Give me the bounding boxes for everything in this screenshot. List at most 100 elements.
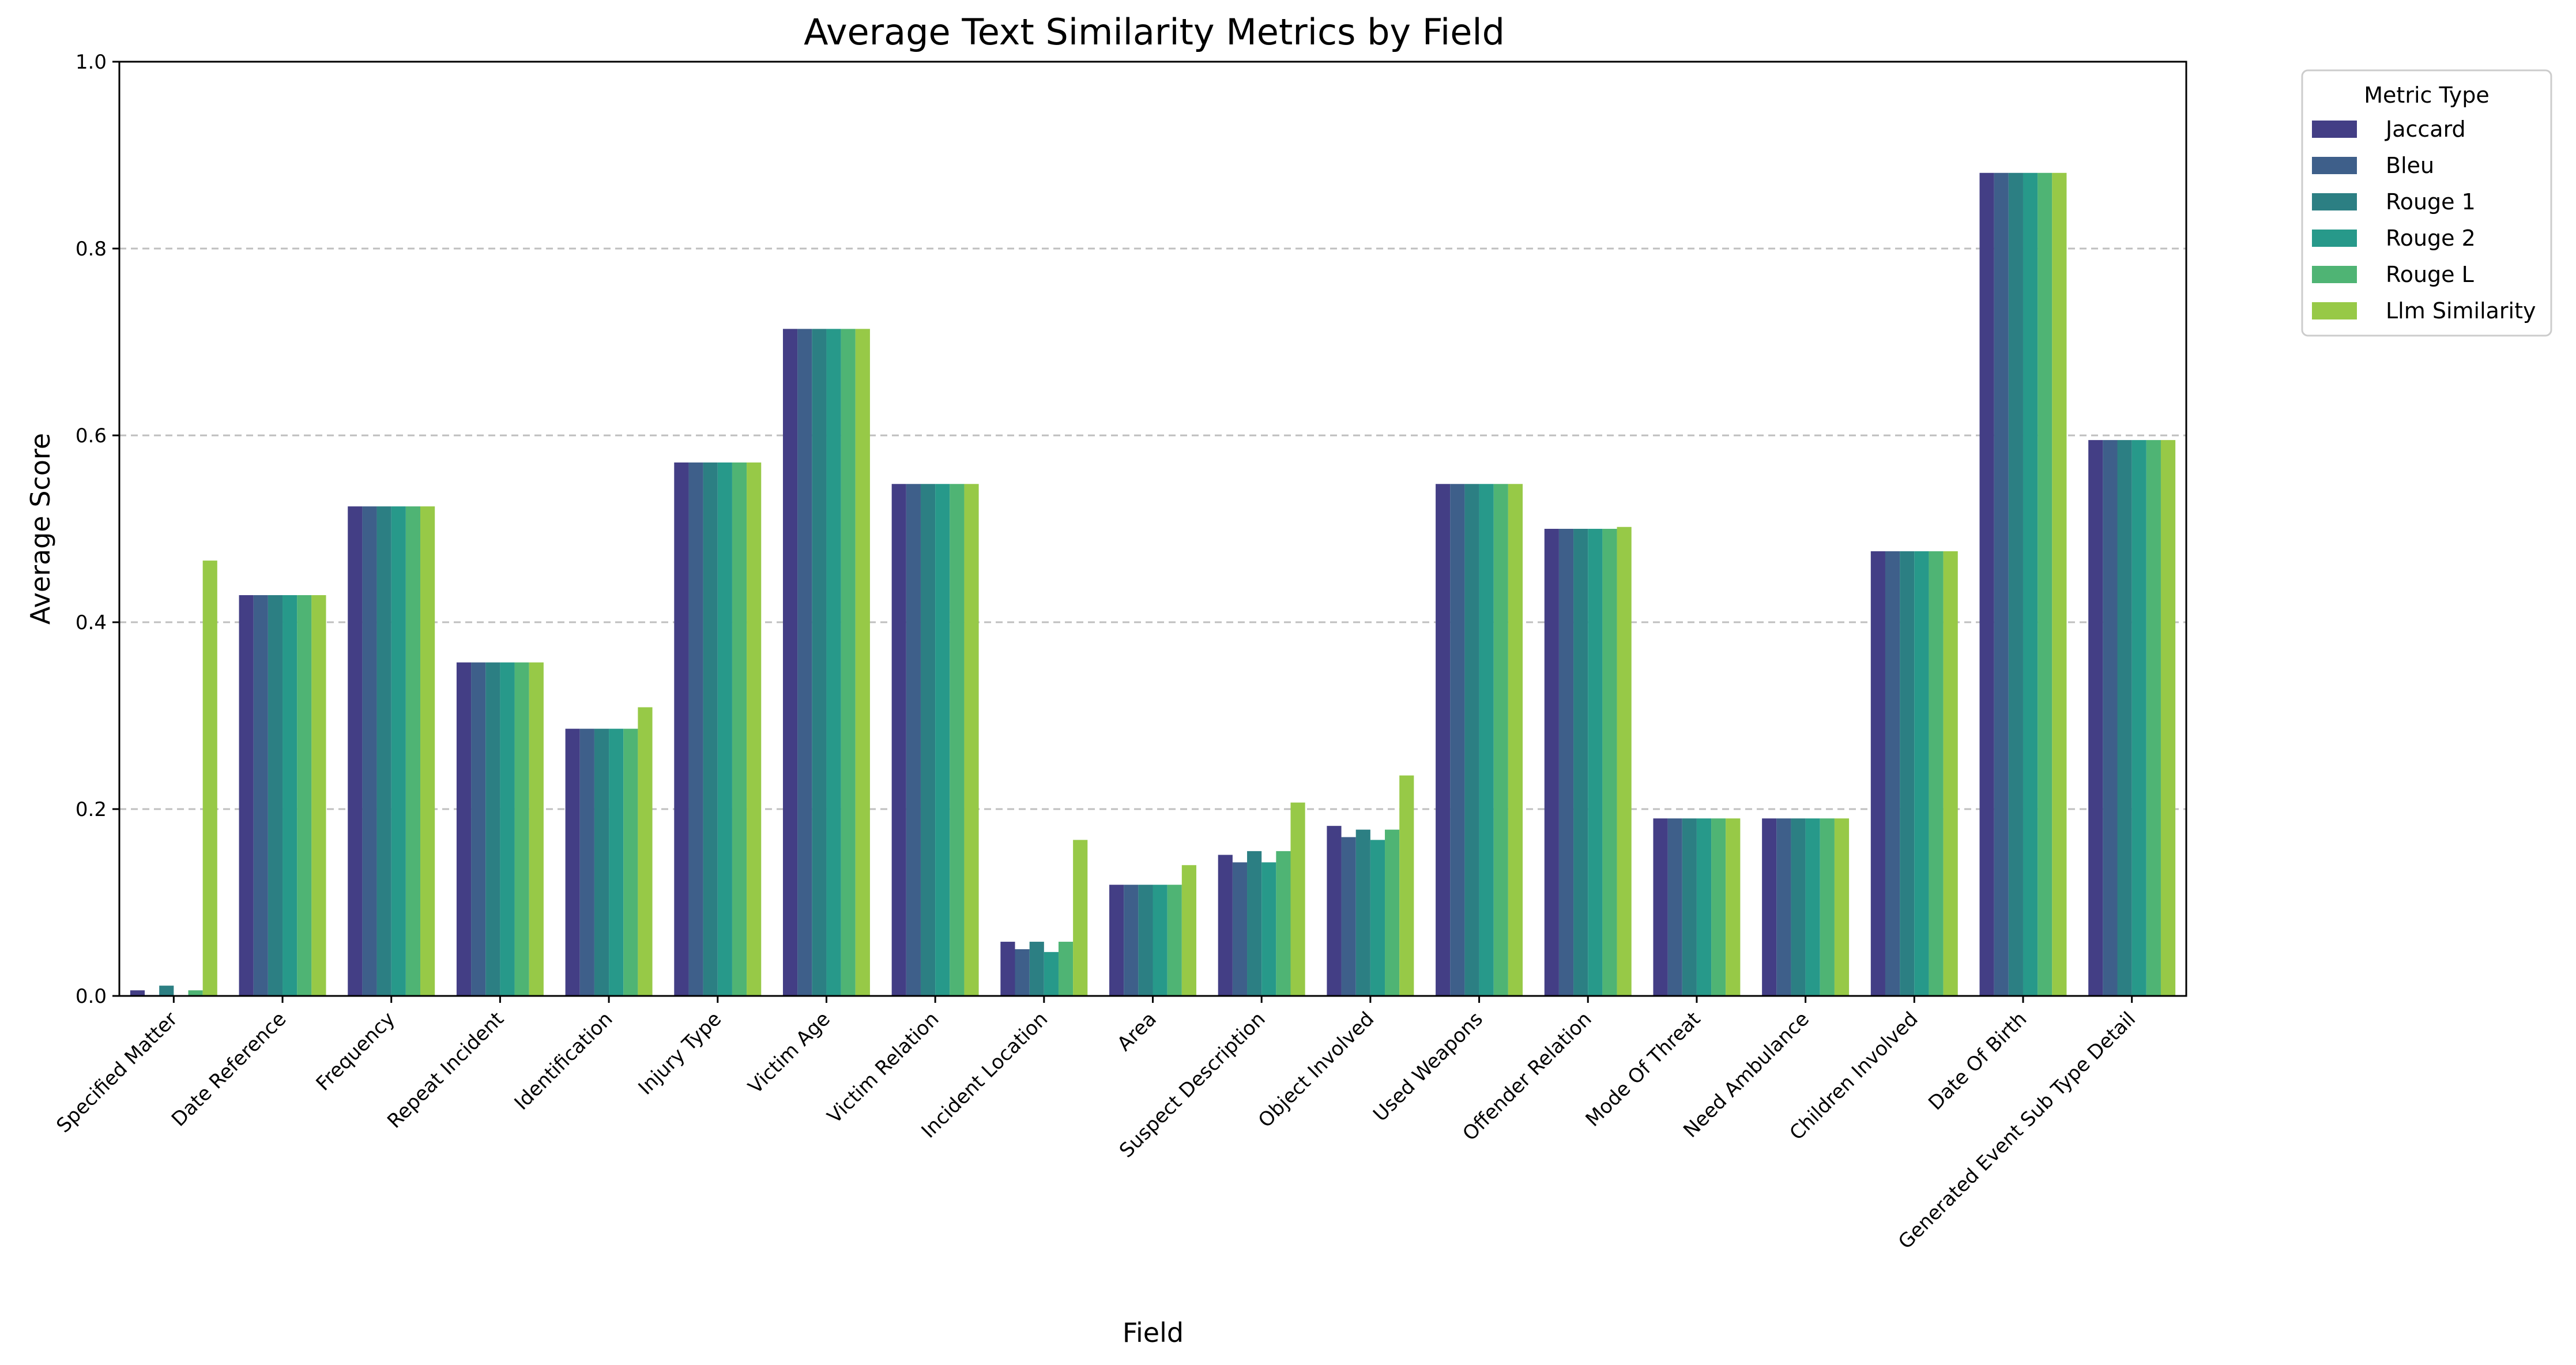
bar-rouge-2	[2131, 440, 2146, 996]
y-axis-title: Average Score	[25, 433, 56, 625]
bar-jaccard	[1979, 172, 1994, 996]
bar-llm-similarity	[855, 329, 870, 996]
bar-bleu	[1341, 837, 1356, 996]
legend-swatch	[2312, 302, 2357, 319]
bar-rouge-1	[485, 662, 500, 996]
bar-jaccard	[239, 595, 254, 996]
y-axis: 0.0 0.2 0.4 0.6 0.8 1.0	[76, 51, 119, 1008]
bar-rouge-l	[1058, 942, 1074, 996]
bar-rouge-l	[732, 462, 747, 996]
bar-rouge-1	[2117, 440, 2132, 996]
bar-bleu	[1885, 551, 1900, 996]
bar-jaccard	[674, 462, 689, 996]
bar-bleu	[471, 662, 486, 996]
bar-jaccard	[1544, 529, 1559, 996]
legend-swatch	[2312, 230, 2357, 247]
y-tick-label: 0.2	[76, 798, 107, 821]
bar-bleu	[362, 506, 377, 996]
legend-label: Rouge L	[2386, 262, 2474, 287]
legend-swatch	[2312, 193, 2357, 210]
bar-jaccard	[1218, 855, 1233, 996]
bar-llm-similarity	[2052, 172, 2067, 996]
bar-rouge-l	[950, 484, 965, 996]
bar-rouge-1	[1138, 885, 1153, 996]
bar-llm-similarity	[1181, 865, 1196, 996]
bar-jaccard	[456, 662, 472, 996]
bar-rouge-l	[2146, 440, 2161, 996]
bar-rouge-1	[703, 462, 718, 996]
legend-swatch	[2312, 157, 2357, 174]
legend-label: Rouge 2	[2386, 225, 2476, 251]
bar-bleu	[1124, 885, 1139, 996]
bar-bleu	[1776, 818, 1791, 996]
bar-jaccard	[782, 329, 798, 996]
legend-label: Llm Similarity	[2386, 298, 2536, 324]
bar-rouge-1	[1247, 851, 1262, 996]
bar-rouge-l	[514, 662, 529, 996]
bar-rouge-2	[500, 662, 515, 996]
bar-llm-similarity	[1399, 775, 1414, 996]
bar-rouge-1	[920, 484, 936, 996]
bar-llm-similarity	[1617, 527, 1632, 996]
bar-jaccard	[2088, 440, 2103, 996]
bar-jaccard	[1000, 942, 1015, 996]
legend-swatch	[2312, 121, 2357, 138]
bar-llm-similarity	[202, 561, 217, 996]
bar-bleu	[797, 329, 812, 996]
bar-rouge-1	[1464, 484, 1479, 996]
bar-llm-similarity	[1834, 818, 1850, 996]
bar-llm-similarity	[1073, 840, 1088, 996]
bar-jaccard	[1870, 551, 1885, 996]
legend-label: Jaccard	[2385, 116, 2466, 142]
bar-llm-similarity	[1726, 818, 1741, 996]
legend-title: Metric Type	[2364, 82, 2490, 108]
bar-bleu	[1667, 818, 1682, 996]
x-axis-title: Field	[1123, 1317, 1184, 1348]
legend-label: Rouge 1	[2386, 189, 2476, 215]
bar-rouge-l	[1929, 551, 1944, 996]
bars	[130, 172, 2176, 996]
bar-rouge-1	[1573, 529, 1588, 996]
bar-bleu	[1994, 172, 2009, 996]
bar-rouge-1	[1791, 818, 1806, 996]
bar-llm-similarity	[420, 506, 435, 996]
bar-bleu	[688, 462, 703, 996]
bar-jaccard	[130, 990, 145, 996]
bar-rouge-2	[1805, 818, 1820, 996]
bar-rouge-1	[2008, 172, 2023, 996]
bar-rouge-l	[1820, 818, 1835, 996]
bar-rouge-1	[376, 506, 391, 996]
bar-rouge-l	[405, 506, 421, 996]
bar-jaccard	[348, 506, 363, 996]
bar-jaccard	[1327, 826, 1342, 996]
bar-rouge-2	[826, 329, 841, 996]
bar-rouge-l	[1711, 818, 1726, 996]
bar-bleu	[1015, 949, 1030, 996]
bar-llm-similarity	[747, 462, 762, 996]
y-tick-label: 0.6	[76, 424, 107, 448]
bar-bleu	[579, 728, 594, 996]
bar-jaccard	[1653, 818, 1668, 996]
bar-rouge-2	[1479, 484, 1494, 996]
bar-rouge-2	[1153, 885, 1168, 996]
bar-bleu	[1558, 529, 1574, 996]
bar-rouge-2	[717, 462, 732, 996]
bar-bleu	[1232, 862, 1248, 996]
y-tick-label: 0.8	[76, 238, 107, 261]
bar-rouge-2	[2023, 172, 2038, 996]
bar-rouge-l	[297, 595, 312, 996]
bar-rouge-2	[1044, 952, 1059, 996]
bar-llm-similarity	[529, 662, 544, 996]
bar-rouge-2	[391, 506, 406, 996]
bar-rouge-l	[1602, 529, 1617, 996]
bar-rouge-l	[2038, 172, 2052, 996]
bar-rouge-1	[1682, 818, 1697, 996]
y-tick-label: 0.4	[76, 611, 107, 634]
legend-swatch	[2312, 266, 2357, 283]
chart-title: Average Text Similarity Metrics by Field	[804, 11, 1505, 53]
bar-jaccard	[891, 484, 906, 996]
bar-rouge-1	[1355, 829, 1370, 996]
bar-llm-similarity	[311, 595, 326, 996]
grid-lines	[119, 247, 2186, 810]
